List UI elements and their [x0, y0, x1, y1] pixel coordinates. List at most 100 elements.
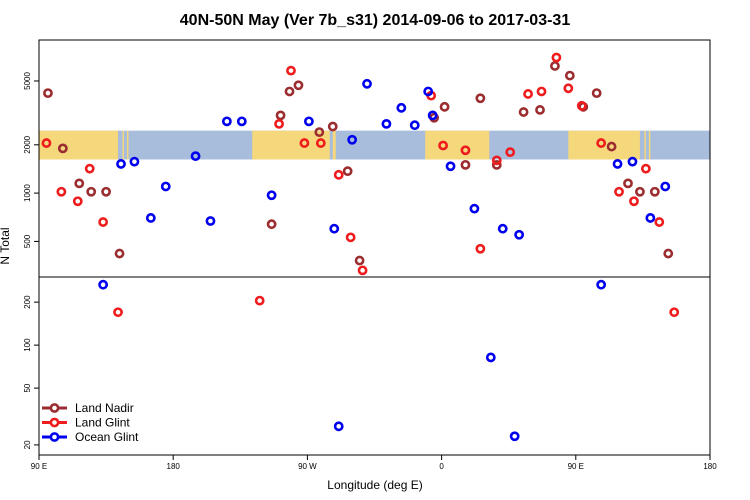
y-tick-label: 200	[23, 295, 32, 309]
data-point	[439, 101, 450, 112]
data-point	[491, 159, 502, 170]
data-point	[423, 86, 434, 97]
x-tick-label: 180	[167, 462, 181, 471]
y-tick-label: 2000	[23, 135, 32, 153]
data-point	[396, 102, 407, 113]
data-point	[475, 93, 486, 104]
x-axis-label: Longitude (deg E)	[327, 478, 422, 492]
data-point	[654, 217, 665, 227]
data-point	[41, 138, 52, 148]
data-point	[347, 134, 358, 145]
data-point	[98, 279, 109, 290]
data-point	[98, 217, 109, 227]
y-axis: 500 1000 2000 5000 20 50 100 200	[23, 72, 39, 449]
data-point	[536, 86, 547, 97]
data-point	[329, 223, 340, 234]
data-point	[596, 138, 607, 148]
data-point	[438, 140, 448, 151]
data-point	[145, 213, 156, 223]
data-point	[116, 159, 126, 169]
data-point	[266, 219, 277, 230]
data-point	[101, 186, 111, 197]
y-axis-label: N Total	[0, 227, 12, 264]
legend-marker	[49, 403, 60, 413]
data-point	[491, 155, 502, 166]
data-point	[551, 52, 562, 63]
data-point	[614, 186, 624, 197]
legend-label: Land Nadir	[75, 401, 134, 415]
data-point	[612, 159, 623, 169]
data-point	[56, 186, 67, 197]
data-point	[497, 223, 508, 234]
land-band	[644, 130, 646, 160]
data-point	[563, 83, 574, 94]
data-point	[427, 110, 438, 121]
data-point	[550, 61, 560, 71]
data-point	[354, 255, 365, 266]
data-point	[505, 147, 516, 158]
data-point	[333, 169, 344, 180]
data-point	[645, 213, 656, 223]
data-point	[43, 88, 53, 99]
data-point	[84, 163, 95, 174]
data-point	[286, 65, 296, 76]
chart-title: 40N-50N May (Ver 7b_s31) 2014-09-06 to 2…	[180, 12, 571, 29]
data-point	[469, 203, 480, 214]
data-point	[190, 151, 201, 162]
data-point	[381, 118, 392, 129]
data-point	[327, 121, 338, 132]
lower-plot-frame	[38, 276, 711, 456]
data-point	[357, 265, 368, 276]
series-land-nadir	[43, 61, 674, 266]
land-band	[39, 130, 119, 160]
land-band	[122, 130, 124, 160]
data-point	[333, 421, 344, 432]
data-point	[303, 116, 314, 127]
data-point	[315, 138, 326, 148]
data-point	[649, 186, 660, 197]
data-point	[523, 89, 533, 99]
data-points	[41, 52, 680, 442]
data-point	[275, 110, 286, 121]
data-point	[460, 159, 471, 170]
data-point	[205, 216, 216, 226]
land-band	[648, 130, 651, 160]
y-tick-label: 50	[23, 383, 32, 392]
data-point	[640, 163, 651, 174]
data-point	[345, 232, 356, 243]
y-tick-label: 5000	[23, 72, 32, 90]
data-point	[629, 196, 639, 207]
legend-label: Land Glint	[75, 416, 130, 430]
data-point	[57, 143, 68, 154]
data-point	[485, 352, 496, 363]
data-point	[635, 186, 645, 197]
x-tick-label: 180	[703, 462, 717, 471]
data-point	[627, 156, 638, 167]
data-point	[274, 118, 284, 129]
data-point	[623, 178, 633, 189]
data-point	[254, 295, 265, 306]
x-tick-label: 90 E	[568, 462, 584, 471]
data-point	[293, 80, 304, 91]
y-tick-label: 20	[23, 440, 32, 449]
data-point	[236, 116, 247, 127]
legend-marker	[49, 432, 60, 442]
data-point	[445, 161, 456, 172]
y-tick-label: 500	[23, 234, 32, 248]
data-point	[660, 181, 671, 192]
data-point	[509, 431, 520, 442]
data-point	[591, 88, 602, 99]
data-point	[362, 78, 372, 89]
data-point	[284, 86, 295, 97]
x-tick-label: 0	[439, 462, 444, 471]
data-point	[514, 229, 525, 240]
data-point	[314, 127, 325, 138]
x-tick-label: 90 W	[298, 462, 317, 471]
data-point	[518, 107, 529, 117]
legend-marker	[49, 417, 60, 428]
data-point	[564, 70, 575, 81]
data-point	[409, 120, 420, 131]
data-point	[114, 248, 125, 259]
series-land-glint	[41, 52, 680, 318]
